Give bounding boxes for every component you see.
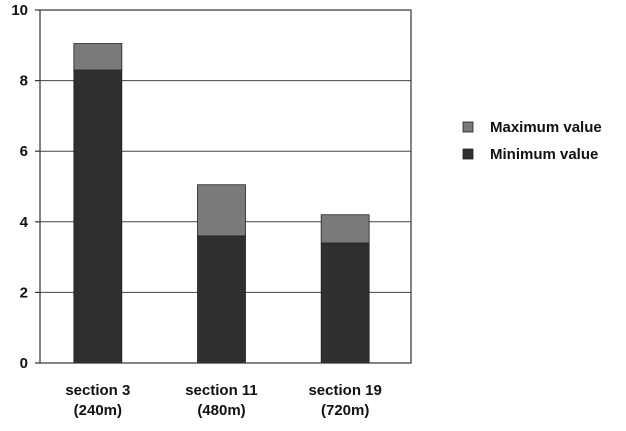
x-category-label: (480m) [197,402,245,419]
bar-minimum-value [197,235,246,364]
legend-swatch [462,121,474,133]
bar-minimum-value [73,69,123,364]
bars [73,43,370,364]
legend-label: Minimum value [490,146,598,163]
x-category-label: section 3 [65,382,130,399]
x-category-label: (240m) [74,402,122,419]
y-tick-label: 4 [20,214,29,231]
y-tick-label: 6 [20,143,28,160]
bar-maximum-value [73,43,123,71]
y-axis-ticks: 0 2 4 6 8 10 [11,2,40,372]
x-category-label: section 11 [185,382,258,399]
y-tick-label: 0 [20,355,28,372]
legend: Maximum value Minimum value [462,119,602,163]
y-tick-label: 10 [11,2,28,19]
y-tick-label: 8 [20,73,28,90]
x-category-label: (720m) [321,402,369,419]
x-axis-labels: section 3 (240m) section 11 (480m) section 1… [65,382,382,419]
legend-swatch [462,148,474,160]
plot-area-frame [39,9,412,364]
y-tick-label: 2 [20,284,28,301]
bar-maximum-value [197,184,246,237]
legend-label: Maximum value [490,119,602,136]
x-category-label: section 19 [308,382,381,399]
bar-maximum-value [320,214,370,244]
axes [39,9,412,364]
bar-minimum-value [320,242,370,364]
